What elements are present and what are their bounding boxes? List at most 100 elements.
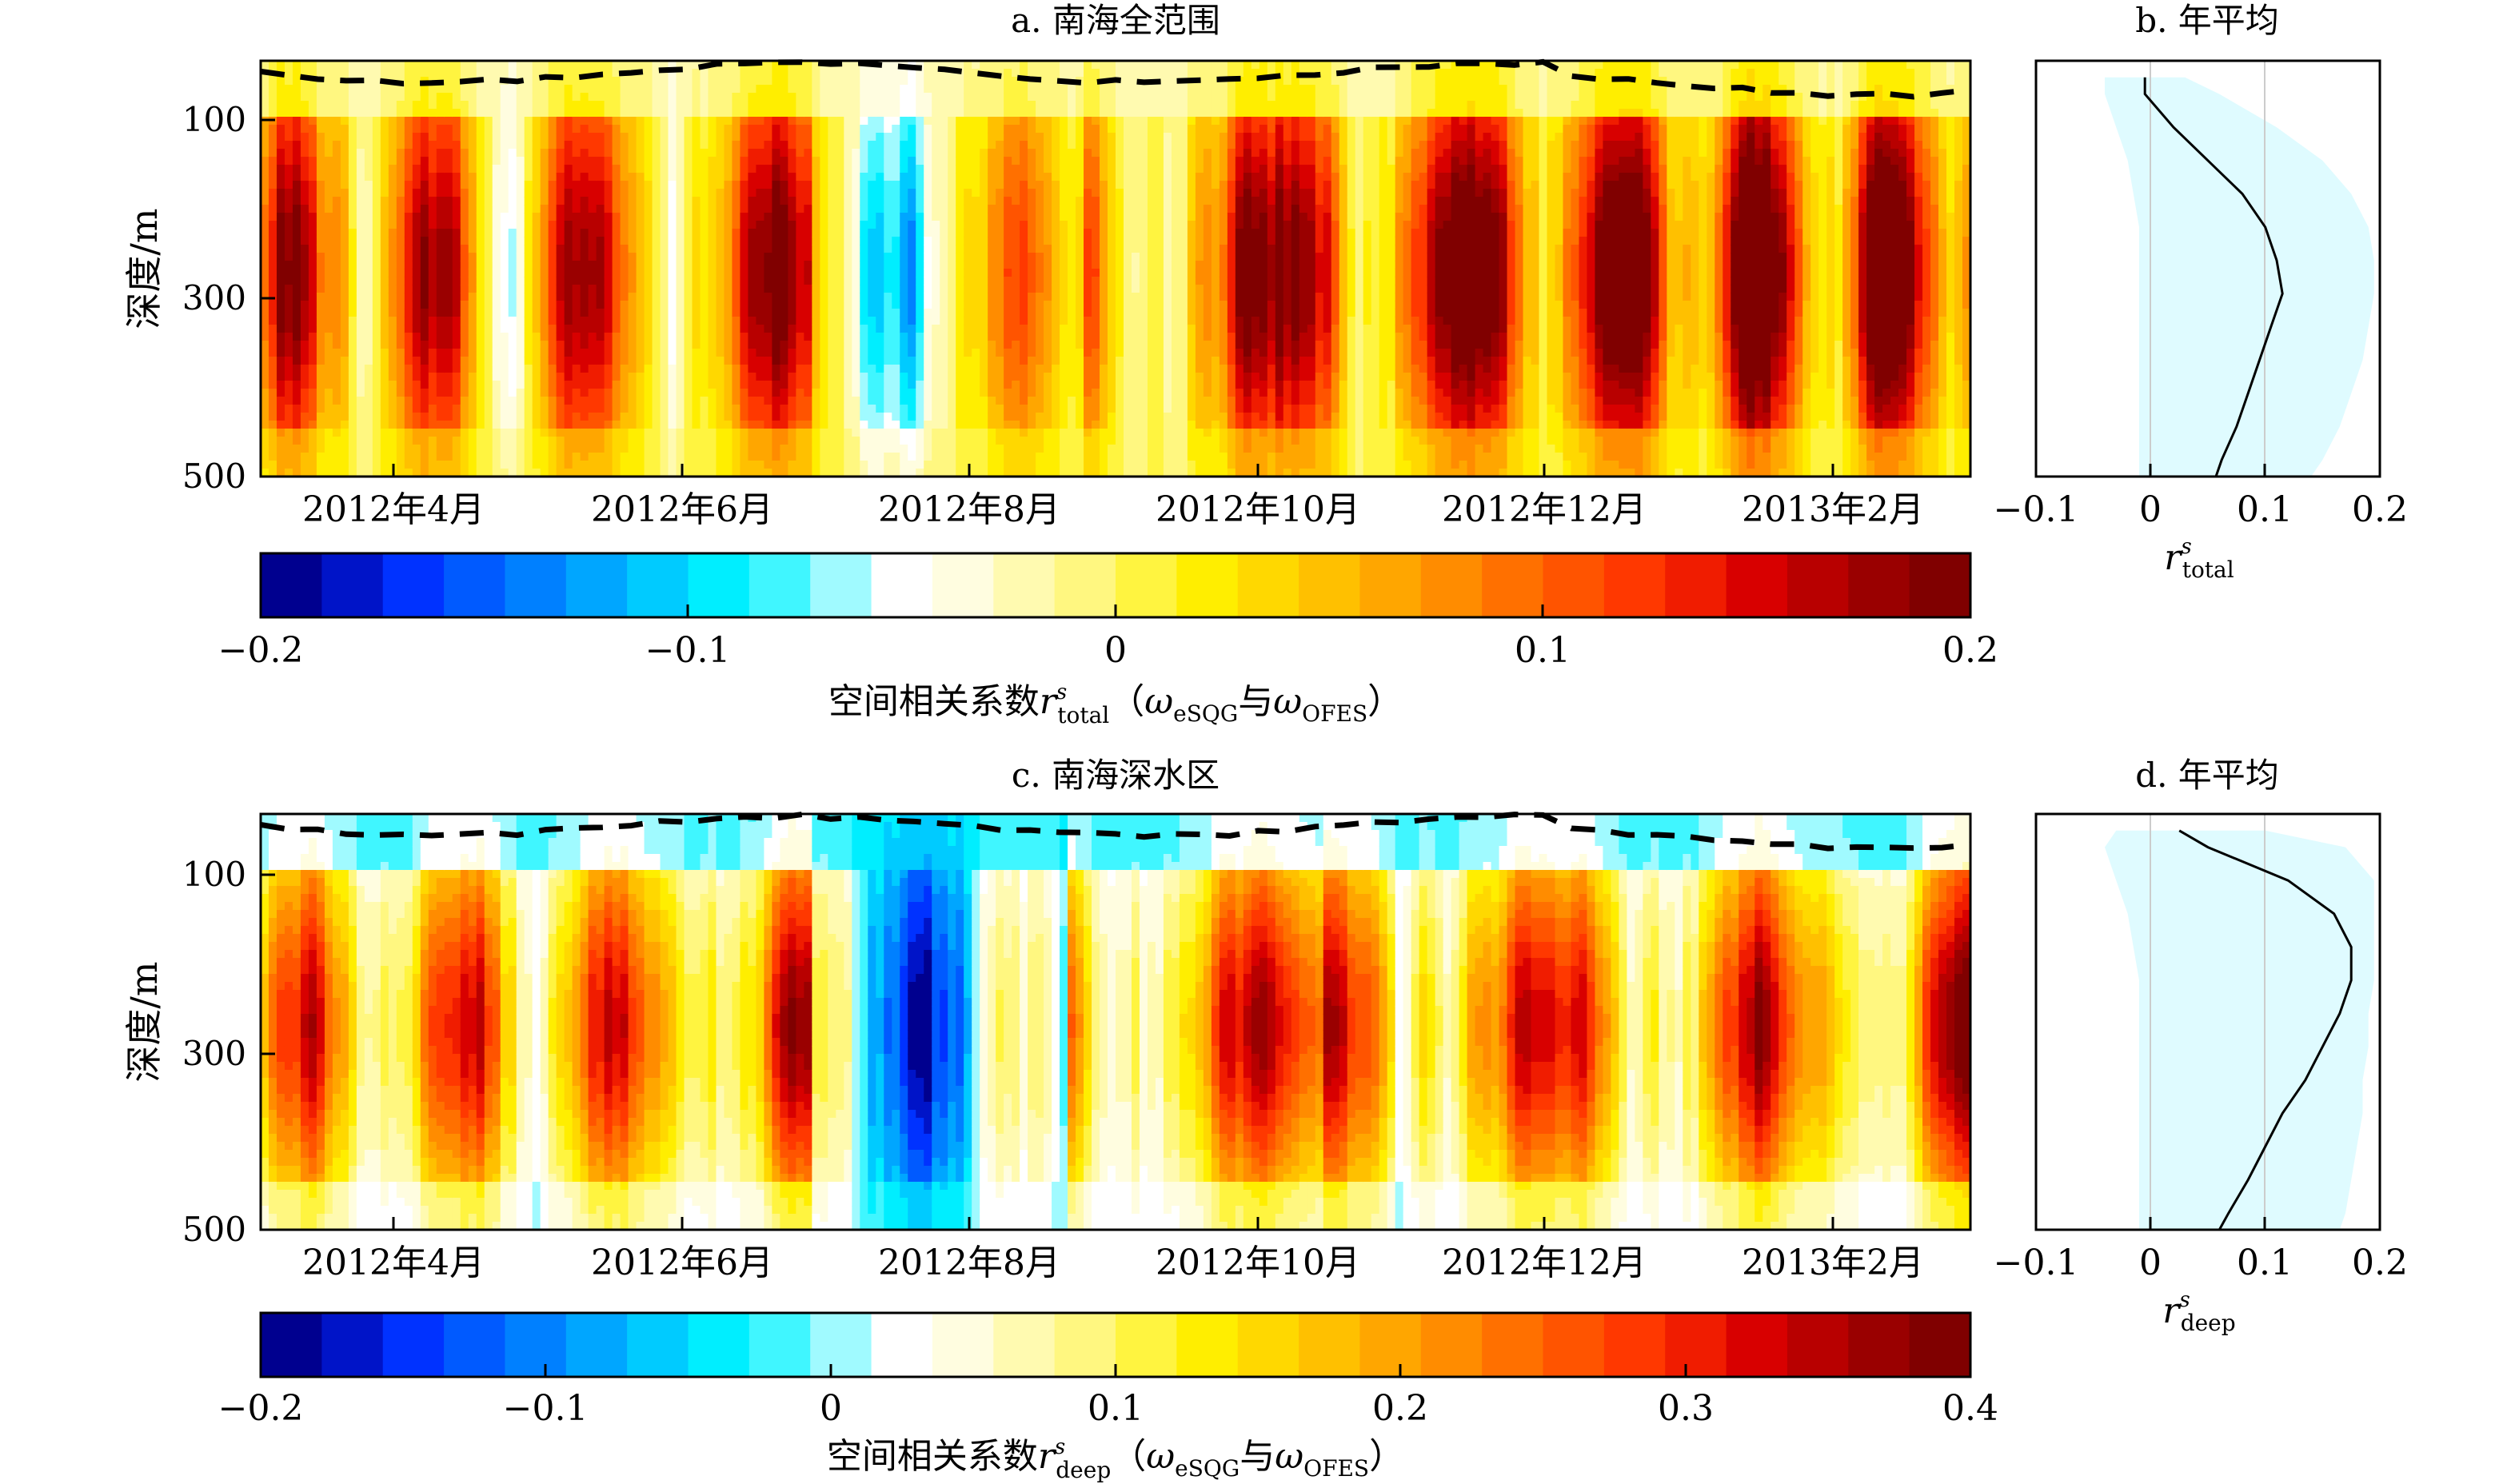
panel-a-heatmap-cell-54-2: [692, 77, 701, 86]
panel-a-heatmap-cell-34-22: [532, 237, 541, 245]
panel-a-heatmap-cell-43-9: [604, 133, 613, 142]
panel-a-heatmap-cell-39-50: [572, 461, 581, 469]
panel-a-heatmap-cell-3-47: [284, 437, 293, 445]
panel-a-heatmap-cell-2-15: [276, 181, 285, 189]
panel-a-heatmap-cell-7-28: [316, 285, 325, 293]
panel-a-heatmap-cell-21-20: [428, 221, 437, 229]
panel-a-heatmap-cell-2-25: [276, 261, 285, 269]
panel-a-heatmap-cell-44-25: [612, 261, 621, 269]
panel-a-heatmap-cell-69-22: [812, 237, 820, 245]
panel-a-heatmap-cell-16-47: [388, 437, 397, 445]
panel-a-heatmap-cell-6-5: [308, 101, 317, 110]
panel-a-heatmap-cell-29-11: [492, 149, 501, 158]
panel-a-heatmap-cell-41-51: [588, 469, 597, 477]
panel-a-heatmap-cell-24-18: [452, 205, 461, 213]
panel-a-heatmap-cell-10-8: [340, 125, 349, 134]
panel-a-heatmap-cell-9-39: [332, 373, 341, 381]
panel-a-heatmap-cell-24-44: [452, 413, 461, 421]
panel-a-heatmap-cell-71-23: [828, 245, 836, 253]
panel-a-heatmap-cell-28-0: [484, 61, 493, 70]
panel-a-heatmap-cell-27-44: [476, 413, 485, 421]
panel-a-heatmap-cell-63-34: [764, 333, 772, 341]
panel-a-heatmap-cell-52-9: [676, 133, 685, 142]
panel-a-heatmap-cell-25-43: [460, 405, 469, 413]
panel-a-heatmap-cell-10-44: [340, 413, 349, 421]
panel-a-heatmap-cell-52-19: [676, 213, 685, 221]
panel-a-heatmap-cell-76-11: [868, 149, 876, 158]
panel-a-heatmap-cell-37-11: [556, 149, 565, 158]
panel-a-heatmap-cell-93-45: [1004, 421, 1012, 429]
panel-a-heatmap-cell-65-29: [780, 293, 788, 301]
panel-a-heatmap-cell-89-17: [972, 197, 980, 205]
panel-a-heatmap-cell-38-19: [564, 213, 573, 221]
panel-a-heatmap-cell-74-45: [852, 421, 860, 429]
panel-a-heatmap-cell-44-12: [612, 157, 621, 166]
panel-a-heatmap-cell-21-1: [428, 69, 437, 78]
panel-a-heatmap-cell-71-14: [828, 173, 836, 182]
panel-a-heatmap-cell-67-5: [796, 101, 804, 110]
panel-a-heatmap-cell-23-29: [444, 293, 453, 301]
panel-a-heatmap-cell-17-8: [396, 125, 405, 134]
panel-a-heatmap-cell-68-5: [804, 101, 812, 110]
panel-a-heatmap-cell-22-3: [436, 85, 445, 94]
panel-a-heatmap-cell-66-10: [788, 141, 796, 150]
panel-a-heatmap-cell-74-16: [852, 189, 860, 197]
panel-a-heatmap-cell-49-0: [652, 61, 661, 70]
panel-a-heatmap-cell-8-31: [324, 309, 333, 317]
panel-a-heatmap-cell-33-45: [524, 421, 533, 429]
panel-a-heatmap-cell-83-4: [924, 93, 932, 102]
panel-a-heatmap-cell-8-24: [324, 253, 333, 261]
panel-a-heatmap-cell-17-0: [396, 61, 405, 70]
panel-a-heatmap-cell-42-45: [596, 421, 605, 429]
panel-a-heatmap-cell-50-49: [660, 453, 669, 461]
panel-a-heatmap-cell-13-41: [364, 389, 373, 397]
panel-a-heatmap-cell-4-5: [292, 101, 301, 110]
panel-a-heatmap-cell-95-21: [1020, 229, 1028, 237]
panel-a-heatmap-cell-24-23: [452, 245, 461, 253]
panel-a-heatmap-cell-58-31: [724, 309, 733, 317]
panel-a-heatmap-cell-44-23: [612, 245, 621, 253]
panel-a-heatmap-cell-77-42: [876, 397, 884, 405]
panel-a-heatmap-cell-87-15: [956, 181, 964, 189]
panel-a-heatmap-cell-61-50: [748, 461, 757, 469]
panel-a-heatmap-cell-85-6: [940, 109, 948, 118]
panel-a-heatmap-cell-95-39: [1020, 373, 1028, 381]
panel-a-heatmap-cell-93-32: [1004, 317, 1012, 325]
panel-a-heatmap-cell-19-43: [412, 405, 421, 413]
panel-a-heatmap-cell-67-25: [796, 261, 804, 269]
panel-a-heatmap-cell-17-34: [396, 333, 405, 341]
panel-a-heatmap-cell-4-23: [292, 245, 301, 253]
panel-a-heatmap-cell-32-48: [516, 445, 525, 453]
panel-a-heatmap-cell-43-36: [604, 349, 613, 357]
panel-a-heatmap-cell-44-16: [612, 189, 621, 197]
panel-a-heatmap-cell-36-51: [548, 469, 557, 477]
panel-a-heatmap-cell-49-16: [652, 189, 661, 197]
panel-a-heatmap-cell-65-25: [780, 261, 788, 269]
panel-a-heatmap-cell-81-42: [908, 397, 916, 405]
panel-a-heatmap-cell-3-6: [284, 109, 293, 118]
panel-a-heatmap-cell-76-4: [868, 93, 876, 102]
panel-a-heatmap-cell-15-7: [380, 117, 389, 126]
panel-a-heatmap-cell-51-2: [668, 77, 677, 86]
panel-a-heatmap-cell-91-41: [988, 389, 996, 397]
panel-a-heatmap-cell-42-37: [596, 357, 605, 365]
panel-a-heatmap-cell-1-26: [268, 269, 277, 277]
panel-a-heatmap-cell-65-26: [780, 269, 788, 277]
panel-a-heatmap-cell-51-26: [668, 269, 677, 277]
panel-a-heatmap-cell-48-3: [644, 85, 653, 94]
panel-a-heatmap-cell-42-32: [596, 317, 605, 325]
panel-a-heatmap-cell-74-33: [852, 325, 860, 333]
panel-a-heatmap-cell-14-35: [372, 341, 381, 349]
panel-a-heatmap-cell-91-17: [988, 197, 996, 205]
panel-a-heatmap-cell-92-46: [996, 429, 1004, 437]
panel-a-heatmap-cell-2-26: [276, 269, 285, 277]
panel-a-heatmap-cell-62-33: [756, 325, 765, 333]
panel-a-heatmap-cell-56-8: [708, 125, 717, 134]
panel-a-heatmap-cell-91-20: [988, 221, 996, 229]
panel-a-heatmap-cell-34-10: [532, 141, 541, 150]
panel-a-heatmap-cell-29-9: [492, 133, 501, 142]
panel-a-heatmap-cell-48-29: [644, 293, 653, 301]
panel-a-heatmap-cell-82-33: [916, 325, 924, 333]
panel-a-heatmap-cell-29-3: [492, 85, 501, 94]
panel-a-heatmap-cell-68-11: [804, 149, 812, 158]
